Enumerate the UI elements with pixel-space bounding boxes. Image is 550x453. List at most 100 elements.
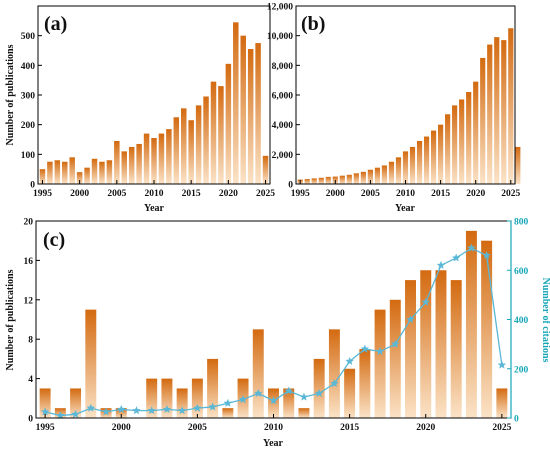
panel-a-yticks: 0 100 200 300 400 500 bbox=[21, 32, 42, 191]
bar-b-2025 bbox=[508, 28, 514, 184]
bar-a-1998 bbox=[62, 161, 68, 184]
bar-b-extra bbox=[515, 146, 521, 184]
citation-point-2015 bbox=[345, 356, 354, 366]
bar-b-2021 bbox=[480, 57, 486, 184]
panel-a-ylabel: Number of publications bbox=[5, 44, 16, 145]
ytick-label-b: 10,000 bbox=[267, 32, 293, 42]
panel-b-yticks: 0 2,000 4,000 6,000 8,000 10,000 12,000 bbox=[267, 3, 300, 191]
citation-point-2003 bbox=[162, 404, 172, 414]
xtick-label-a: 2025 bbox=[256, 189, 275, 199]
citation-point-2007 bbox=[223, 398, 233, 407]
citation-point-2022 bbox=[451, 253, 461, 262]
citation-point-1999 bbox=[101, 407, 111, 416]
citation-point-2012 bbox=[299, 392, 309, 401]
ytick-label-a: 400 bbox=[21, 62, 36, 72]
bar-a-2005 bbox=[114, 140, 120, 184]
xtick-label-a: 2005 bbox=[107, 189, 126, 199]
bar-a-2023 bbox=[247, 49, 254, 184]
citation-point-2006 bbox=[208, 402, 217, 411]
bar-c-2012 bbox=[298, 408, 310, 418]
bar-c-2014 bbox=[328, 329, 340, 418]
bar-a-2008 bbox=[136, 143, 142, 184]
xtick-label-a: 2020 bbox=[219, 189, 238, 199]
citation-point-2014 bbox=[330, 378, 339, 388]
panel-a-label: (a) bbox=[44, 13, 67, 35]
bar-a-2007 bbox=[128, 146, 135, 184]
bar-a-2024 bbox=[255, 43, 261, 184]
bar-a-2017 bbox=[203, 96, 209, 184]
ytick-label-a: 500 bbox=[21, 32, 36, 42]
bar-b-1999 bbox=[325, 176, 331, 184]
bar-b-2019 bbox=[466, 92, 472, 184]
bar-c-2021 bbox=[435, 270, 447, 418]
citation-point-2011 bbox=[284, 386, 294, 395]
citation-point-2019 bbox=[406, 314, 415, 324]
xtick-label-b: 2005 bbox=[361, 189, 380, 199]
panel-c-bars bbox=[39, 230, 508, 418]
bar-a-2004 bbox=[106, 160, 113, 184]
bar-a-2001 bbox=[84, 167, 90, 184]
bar-b-2006 bbox=[374, 167, 381, 184]
panel-b-xticks: 1995 2000 2005 2010 2015 2020 2025 bbox=[291, 180, 521, 199]
bar-c-2013 bbox=[313, 358, 325, 418]
panel-c: 0 4 8 12 16 20 0 200 400 600 800 1995 2000 2005 2010… bbox=[5, 218, 550, 450]
bar-c-2024 bbox=[481, 240, 493, 418]
ytick-label-a: 0 bbox=[30, 181, 35, 191]
bar-a-2002 bbox=[91, 158, 98, 184]
bar-b-2015 bbox=[438, 124, 444, 184]
panel-a-bars bbox=[39, 22, 269, 184]
citation-point-1995 bbox=[40, 407, 50, 416]
citation-point-2020 bbox=[421, 297, 431, 306]
xtick-label-b: 2020 bbox=[466, 189, 485, 199]
ytick-label-b: 12,000 bbox=[267, 3, 293, 13]
bar-b-2004 bbox=[360, 171, 366, 184]
xtick-label-c: 2020 bbox=[416, 423, 435, 433]
ytick-label-b: 4,000 bbox=[272, 121, 294, 131]
panel-c-xlabel: Year bbox=[263, 438, 284, 449]
bar-a-2003 bbox=[99, 161, 105, 184]
bar-b-2003 bbox=[353, 173, 359, 184]
ytick-label-c: 0 bbox=[28, 415, 33, 425]
bar-b-2017 bbox=[452, 105, 458, 184]
bar-a-2016 bbox=[195, 105, 202, 184]
bar-c-2015 bbox=[344, 368, 356, 418]
bar-b-2008 bbox=[388, 161, 395, 184]
bar-b-2005 bbox=[367, 169, 373, 184]
citation-point-2021 bbox=[436, 260, 446, 270]
citation-point-2013 bbox=[314, 388, 324, 398]
bar-c-2017 bbox=[374, 309, 386, 418]
bar-c-2002 bbox=[146, 378, 158, 418]
bar-a-2021 bbox=[233, 22, 239, 184]
bar-c-1997 bbox=[70, 388, 82, 418]
panel-c-ylabel: Number of publications bbox=[5, 269, 16, 370]
xtick-label-c: 2015 bbox=[340, 423, 359, 433]
bar-c-2023 bbox=[465, 230, 477, 418]
y2tick-label: 0 bbox=[514, 415, 519, 425]
bar-b-2014 bbox=[430, 130, 437, 184]
bar-c-2000 bbox=[115, 408, 127, 418]
bar-a-2015 bbox=[188, 120, 194, 184]
xtick-label-b: 2000 bbox=[326, 189, 345, 199]
citation-point-2025 bbox=[497, 360, 507, 369]
citation-point-2017 bbox=[375, 346, 385, 356]
bar-a-2000 bbox=[76, 172, 83, 184]
panel-a-xlabel: Year bbox=[144, 203, 165, 214]
bar-a-2011 bbox=[158, 133, 165, 184]
bar-a-2013 bbox=[173, 117, 180, 184]
citation-point-2008 bbox=[238, 394, 248, 404]
bar-a-2014 bbox=[180, 108, 187, 184]
panel-c-label: (c) bbox=[43, 229, 65, 251]
ytick-label-c: 12 bbox=[24, 296, 34, 306]
bar-b-2016 bbox=[445, 114, 451, 184]
bar-b-2013 bbox=[423, 136, 430, 184]
citation-point-2023 bbox=[467, 243, 476, 252]
ytick-label-a: 300 bbox=[21, 92, 36, 102]
y2tick-label: 600 bbox=[514, 267, 529, 277]
bar-c-2019 bbox=[405, 280, 416, 418]
bar-b-2022 bbox=[487, 44, 493, 184]
ytick-label-b: 6,000 bbox=[272, 92, 294, 102]
ytick-label-a: 200 bbox=[21, 121, 36, 131]
bar-b-1996 bbox=[304, 179, 310, 184]
bar-c-2007 bbox=[222, 408, 234, 418]
